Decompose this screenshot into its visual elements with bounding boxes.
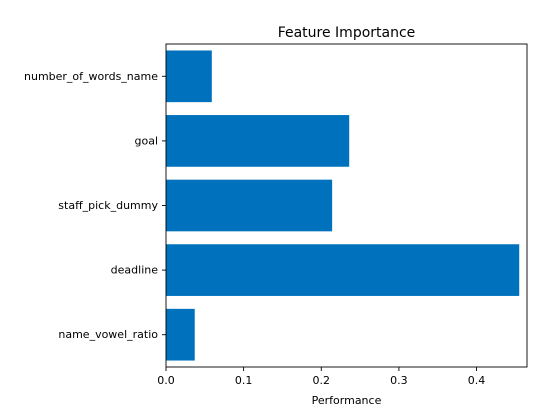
plot-frame bbox=[165, 43, 528, 368]
bar-deadline bbox=[166, 244, 520, 296]
chart-title: Feature Importance bbox=[278, 25, 416, 41]
x-tick-label: 0.2 bbox=[313, 374, 331, 387]
bar-number-of-words-name bbox=[166, 50, 212, 103]
bars-group bbox=[166, 50, 520, 361]
x-axis-label: Performance bbox=[312, 394, 382, 407]
bar-name-vowel-ratio bbox=[166, 308, 195, 361]
bar-staff-pick-dummy bbox=[166, 179, 333, 232]
y-tick-label: deadline bbox=[111, 264, 159, 277]
y-tick-label: number_of_words_name bbox=[24, 70, 158, 83]
x-tick-label: 0.3 bbox=[390, 374, 408, 387]
x-axis: 0.0 0.1 0.2 0.3 0.4 bbox=[157, 367, 485, 387]
bar-goal bbox=[166, 115, 350, 167]
y-tick-label: goal bbox=[134, 134, 158, 147]
x-tick-label: 0.4 bbox=[468, 374, 486, 387]
x-tick-label: 0.0 bbox=[157, 374, 175, 387]
x-tick-label: 0.1 bbox=[235, 374, 253, 387]
y-tick-label: staff_pick_dummy bbox=[58, 199, 158, 212]
y-tick-label: name_vowel_ratio bbox=[58, 328, 158, 341]
